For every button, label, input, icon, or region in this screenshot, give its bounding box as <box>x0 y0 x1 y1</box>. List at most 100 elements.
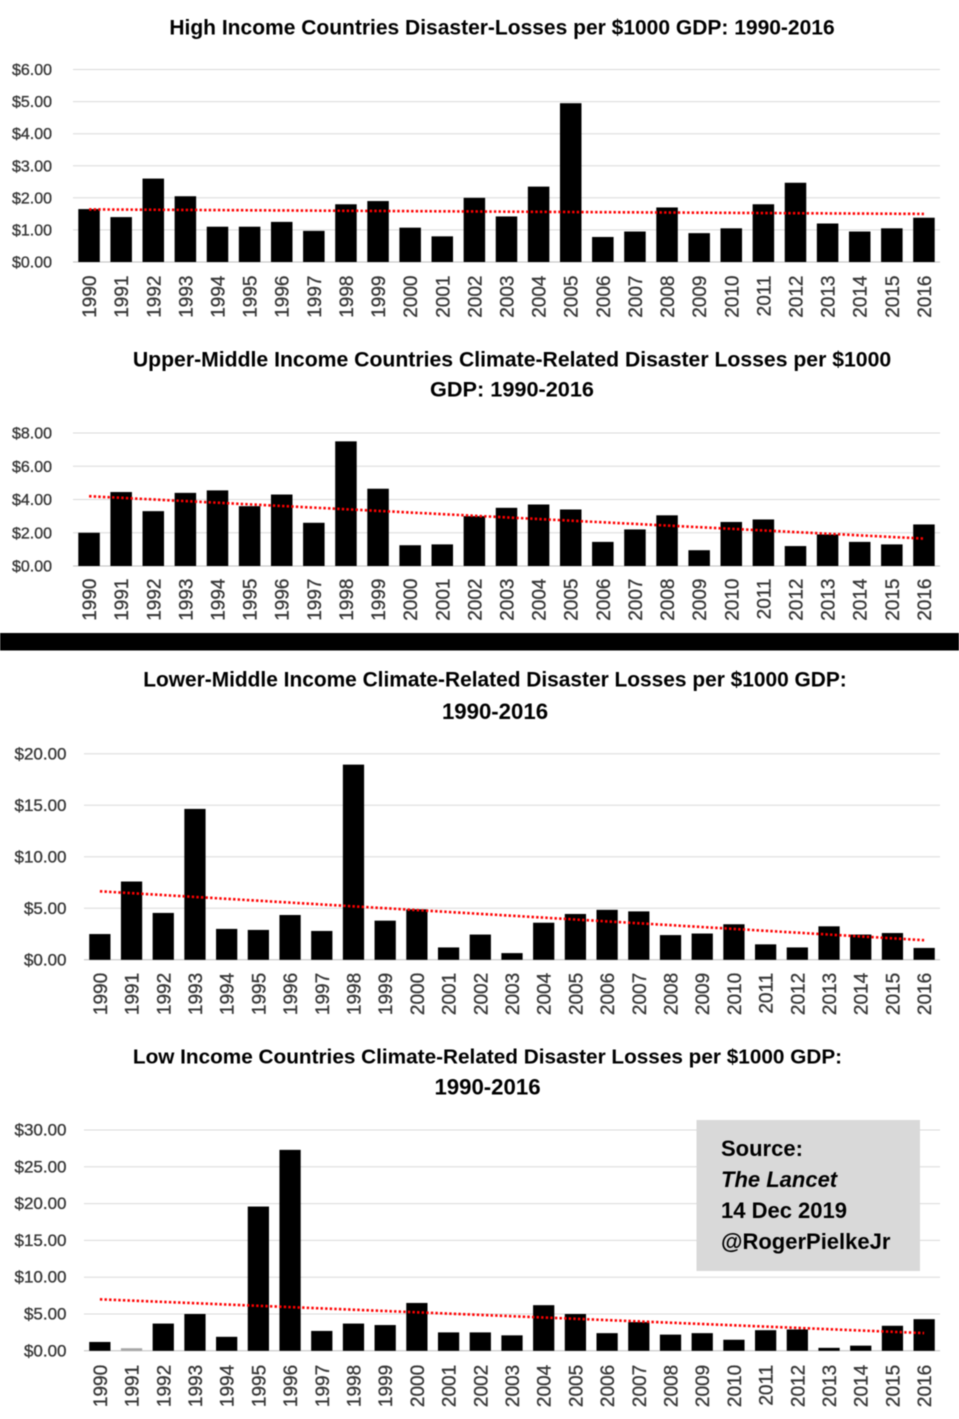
svg-text:1998: 1998 <box>337 579 358 621</box>
svg-text:2001: 2001 <box>440 1365 461 1407</box>
svg-text:1991: 1991 <box>123 973 144 1015</box>
svg-text:2010: 2010 <box>722 579 743 621</box>
svg-text:1990: 1990 <box>80 579 101 621</box>
svg-text:1996: 1996 <box>273 276 294 318</box>
svg-text:1998: 1998 <box>345 973 366 1015</box>
svg-text:2015: 2015 <box>883 276 904 318</box>
svg-text:$5.00: $5.00 <box>12 94 52 111</box>
svg-text:2016: 2016 <box>915 276 936 318</box>
svg-text:2004: 2004 <box>535 972 556 1015</box>
svg-text:1999: 1999 <box>369 579 390 621</box>
svg-text:1999: 1999 <box>376 1365 397 1407</box>
svg-text:1990-2016: 1990-2016 <box>434 1074 540 1099</box>
svg-text:2016: 2016 <box>915 973 936 1015</box>
svg-text:2007: 2007 <box>626 276 647 318</box>
svg-text:2012: 2012 <box>788 973 809 1015</box>
svg-text:Lower-Middle Income Climate-Re: Lower-Middle Income Climate-Related Disa… <box>143 669 847 692</box>
svg-text:$30.00: $30.00 <box>15 1121 67 1140</box>
svg-text:1998: 1998 <box>345 1365 366 1407</box>
svg-text:1992: 1992 <box>154 973 175 1015</box>
svg-text:Upper-Middle Income Countries: Upper-Middle Income Countries Climate-Re… <box>133 348 891 371</box>
svg-text:1993: 1993 <box>176 579 197 621</box>
svg-text:14 Dec 2019: 14 Dec 2019 <box>721 1198 847 1223</box>
svg-text:1993: 1993 <box>186 973 207 1015</box>
svg-text:2012: 2012 <box>787 579 808 621</box>
svg-text:2004: 2004 <box>530 578 551 621</box>
svg-text:1992: 1992 <box>144 276 165 318</box>
svg-text:2015: 2015 <box>883 1365 904 1407</box>
svg-text:2009: 2009 <box>690 276 711 318</box>
svg-text:2011: 2011 <box>754 276 775 317</box>
svg-text:2014: 2014 <box>852 1364 873 1407</box>
svg-text:1999: 1999 <box>376 973 397 1015</box>
svg-text:$0.00: $0.00 <box>24 1341 67 1360</box>
svg-text:$15.00: $15.00 <box>15 1231 67 1250</box>
svg-text:$0.00: $0.00 <box>12 255 52 272</box>
svg-text:1994: 1994 <box>209 275 230 318</box>
svg-text:1990: 1990 <box>91 1365 112 1407</box>
svg-text:1995: 1995 <box>249 973 270 1015</box>
svg-text:2004: 2004 <box>530 275 551 318</box>
svg-text:2005: 2005 <box>562 579 583 621</box>
svg-text:$8.00: $8.00 <box>12 426 52 443</box>
svg-text:2006: 2006 <box>594 579 615 621</box>
svg-text:$5.00: $5.00 <box>24 899 67 918</box>
svg-text:2014: 2014 <box>851 578 872 621</box>
svg-text:Low Income Countries Climate-R: Low Income Countries Climate-Related Dis… <box>133 1046 842 1069</box>
svg-text:2010: 2010 <box>725 1365 746 1407</box>
svg-text:2010: 2010 <box>722 276 743 318</box>
svg-text:1996: 1996 <box>281 973 302 1015</box>
svg-text:High Income Countries Disaster: High Income Countries Disaster-Losses pe… <box>169 17 834 40</box>
svg-text:2013: 2013 <box>820 1365 841 1407</box>
svg-text:2014: 2014 <box>851 275 872 318</box>
svg-text:2007: 2007 <box>630 973 651 1015</box>
svg-text:1991: 1991 <box>112 579 133 621</box>
svg-text:1994: 1994 <box>218 1364 239 1407</box>
svg-text:$2.00: $2.00 <box>12 525 52 542</box>
svg-text:2008: 2008 <box>662 1365 683 1407</box>
svg-text:1990-2016: 1990-2016 <box>442 699 548 724</box>
svg-text:1996: 1996 <box>281 1365 302 1407</box>
svg-text:$5.00: $5.00 <box>24 1305 67 1324</box>
svg-text:1992: 1992 <box>154 1365 175 1407</box>
svg-text:$4.00: $4.00 <box>12 126 52 143</box>
svg-text:Source:: Source: <box>721 1136 803 1161</box>
svg-text:2008: 2008 <box>658 579 679 621</box>
svg-text:2002: 2002 <box>465 579 486 621</box>
svg-text:2013: 2013 <box>820 973 841 1015</box>
svg-text:@RogerPielkeJr: @RogerPielkeJr <box>721 1229 891 1254</box>
svg-text:2011: 2011 <box>757 1365 778 1406</box>
svg-text:1991: 1991 <box>112 276 133 318</box>
svg-text:2016: 2016 <box>915 579 936 621</box>
svg-text:2009: 2009 <box>690 579 711 621</box>
svg-text:2011: 2011 <box>754 579 775 620</box>
svg-text:1990: 1990 <box>80 276 101 318</box>
svg-text:$25.00: $25.00 <box>15 1157 67 1176</box>
svg-text:2009: 2009 <box>693 1365 714 1407</box>
svg-text:2001: 2001 <box>440 973 461 1015</box>
svg-text:2005: 2005 <box>566 1365 587 1407</box>
svg-text:1997: 1997 <box>313 973 334 1015</box>
svg-text:1998: 1998 <box>337 276 358 318</box>
svg-text:2002: 2002 <box>471 973 492 1015</box>
svg-text:2008: 2008 <box>658 276 679 318</box>
svg-text:1997: 1997 <box>305 579 326 621</box>
svg-text:$0.00: $0.00 <box>24 950 67 969</box>
svg-text:1995: 1995 <box>241 276 262 318</box>
svg-text:$15.00: $15.00 <box>15 796 67 815</box>
svg-text:2000: 2000 <box>408 973 429 1015</box>
svg-text:2010: 2010 <box>725 973 746 1015</box>
svg-text:2006: 2006 <box>598 1365 619 1407</box>
svg-text:2005: 2005 <box>562 276 583 318</box>
svg-text:1995: 1995 <box>249 1365 270 1407</box>
svg-text:1990: 1990 <box>91 973 112 1015</box>
svg-text:GDP: 1990-2016: GDP: 1990-2016 <box>430 376 594 401</box>
svg-text:2001: 2001 <box>433 276 454 318</box>
svg-text:1993: 1993 <box>186 1365 207 1407</box>
svg-text:1996: 1996 <box>273 579 294 621</box>
svg-text:2003: 2003 <box>503 973 524 1015</box>
svg-text:2011: 2011 <box>757 973 778 1014</box>
svg-text:1995: 1995 <box>241 579 262 621</box>
svg-text:2003: 2003 <box>498 579 519 621</box>
svg-text:$4.00: $4.00 <box>12 492 52 509</box>
